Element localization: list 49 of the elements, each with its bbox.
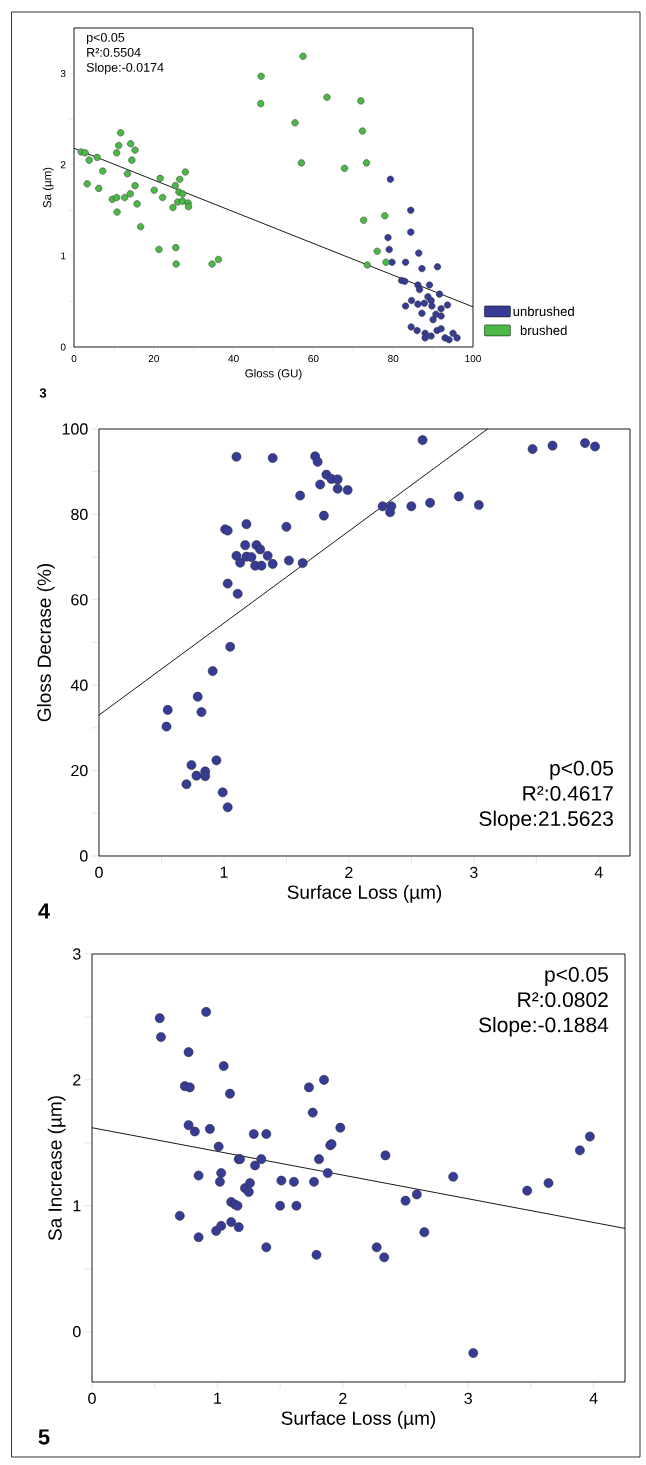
y-tick-label: 1 (61, 252, 66, 260)
x-tick-label: 1 (214, 1392, 222, 1404)
x-axis-title: Surface Loss (µm) (287, 884, 442, 903)
annotation: R²:0.4617 (523, 785, 613, 801)
x-tick-label: 0 (88, 1392, 96, 1405)
y-axis-title: Gloss Decrase (%) (37, 564, 55, 722)
y-tick-label: 3 (60, 70, 66, 78)
x-axis-title: Gloss (GU) (245, 368, 302, 380)
x-tick-label: 4 (594, 866, 603, 878)
y-tick-label: 1 (73, 1200, 81, 1212)
annotation: R²:0.0802 (518, 992, 608, 1008)
x-tick-label: 60 (308, 355, 319, 363)
x-tick-label: 20 (148, 355, 159, 363)
y-axis-title: Sa (µm) (42, 167, 54, 208)
y-tick-label: 20 (71, 764, 88, 777)
y-tick-label: 80 (71, 508, 88, 521)
x-tick-label: 0 (95, 866, 103, 879)
annotation: p<0.05 (86, 32, 125, 45)
annotation: R²:0.5504 (87, 47, 141, 57)
y-tick-label: 100 (62, 423, 88, 435)
y-tick-label: 2 (73, 1074, 81, 1086)
annotation: Slope:-0.1884 (479, 1016, 609, 1037)
x-tick-label: 2 (345, 866, 353, 878)
x-tick-label: 4 (589, 1392, 598, 1404)
y-tick-label: 40 (70, 679, 88, 691)
annotation: Slope:-0.0174 (86, 62, 164, 75)
x-tick-label: 40 (228, 355, 239, 363)
x-tick-label: 1 (220, 866, 228, 878)
y-tick-label: 2 (60, 161, 66, 169)
y-tick-label: 0 (60, 343, 66, 351)
y-tick-label: 3 (72, 948, 81, 960)
y-tick-label: 0 (73, 1325, 81, 1338)
x-tick-label: 100 (465, 355, 481, 363)
y-axis-title: Sa Increase (µm) (47, 1096, 66, 1241)
annotation: p<0.05 (545, 967, 608, 987)
y-tick-label: 60 (71, 594, 88, 606)
x-axis-title: Surface Loss (µm) (281, 1410, 436, 1429)
x-tick-label: 3 (469, 866, 478, 879)
y-tick-label: 0 (79, 850, 88, 862)
x-tick-label: 2 (339, 1392, 347, 1404)
text: 5 (38, 1429, 50, 1445)
legend-label: unbrushed (513, 306, 574, 317)
annotation: Slope:21.5623 (479, 810, 613, 831)
x-tick-label: 3 (464, 1392, 472, 1405)
x-tick-label: 80 (388, 355, 399, 363)
legend-label: brushed (520, 325, 567, 336)
annotation: p<0.05 (550, 760, 613, 780)
text: 3 (39, 388, 47, 398)
text: 4 (38, 903, 50, 919)
